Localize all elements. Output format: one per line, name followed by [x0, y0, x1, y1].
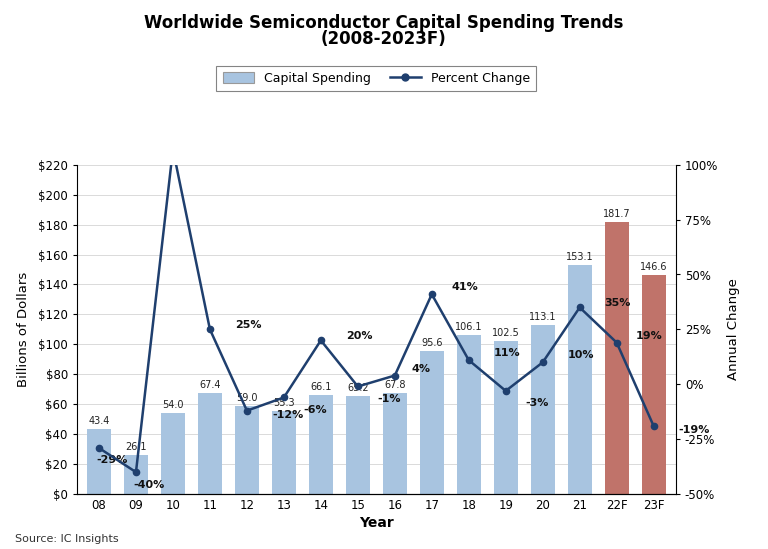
- Bar: [641, 274, 666, 494]
- Text: 35%: 35%: [604, 298, 631, 309]
- Text: 26.1: 26.1: [125, 442, 147, 452]
- Text: 67.4: 67.4: [199, 380, 220, 390]
- Text: 181.7: 181.7: [603, 209, 631, 219]
- Y-axis label: Annual Change: Annual Change: [727, 278, 740, 380]
- Text: 41%: 41%: [452, 282, 478, 292]
- Bar: [382, 393, 407, 494]
- Bar: [124, 455, 148, 494]
- Bar: [272, 411, 296, 494]
- Bar: [87, 429, 111, 494]
- Text: 66.1: 66.1: [310, 382, 332, 392]
- Bar: [309, 395, 333, 494]
- Text: -1%: -1%: [377, 394, 401, 404]
- Bar: [604, 222, 629, 494]
- Bar: [420, 351, 444, 494]
- Bar: [531, 325, 554, 494]
- Bar: [198, 393, 222, 494]
- Bar: [494, 340, 518, 494]
- Bar: [235, 406, 259, 494]
- Legend: Capital Spending, Percent Change: Capital Spending, Percent Change: [217, 65, 536, 91]
- Text: 95.6: 95.6: [421, 338, 442, 348]
- Text: 106.1: 106.1: [455, 322, 482, 332]
- Text: 65.2: 65.2: [347, 384, 369, 394]
- Text: 10%: 10%: [568, 350, 594, 360]
- Text: 55.3: 55.3: [273, 399, 295, 408]
- Text: -40%: -40%: [133, 480, 164, 490]
- Bar: [568, 265, 591, 494]
- Text: 4%: 4%: [412, 363, 431, 373]
- Text: Worldwide Semiconductor Capital Spending Trends: Worldwide Semiconductor Capital Spending…: [144, 14, 624, 32]
- Text: 102.5: 102.5: [492, 328, 520, 338]
- Text: 146.6: 146.6: [640, 262, 667, 272]
- Bar: [457, 335, 481, 494]
- Text: -29%: -29%: [96, 456, 127, 466]
- Text: 54.0: 54.0: [162, 400, 184, 410]
- Text: 43.4: 43.4: [88, 416, 110, 426]
- Text: Year: Year: [359, 516, 394, 530]
- Text: 11%: 11%: [494, 348, 521, 358]
- Text: 20%: 20%: [346, 331, 372, 341]
- Text: 59.0: 59.0: [236, 393, 257, 403]
- Text: 19%: 19%: [636, 330, 663, 340]
- Text: -3%: -3%: [525, 399, 548, 408]
- Text: -19%: -19%: [679, 425, 710, 435]
- Text: 153.1: 153.1: [566, 252, 594, 262]
- Text: 107%: 107%: [0, 548, 1, 549]
- Text: -6%: -6%: [303, 405, 327, 415]
- Text: 25%: 25%: [235, 320, 261, 330]
- Text: 113.1: 113.1: [529, 312, 557, 322]
- Text: -12%: -12%: [272, 410, 303, 420]
- Text: 67.8: 67.8: [384, 379, 406, 390]
- Text: (2008-2023F): (2008-2023F): [321, 30, 447, 48]
- Bar: [346, 396, 370, 494]
- Text: Source: IC Insights: Source: IC Insights: [15, 534, 119, 544]
- Bar: [161, 413, 185, 494]
- Y-axis label: Billions of Dollars: Billions of Dollars: [17, 272, 29, 387]
